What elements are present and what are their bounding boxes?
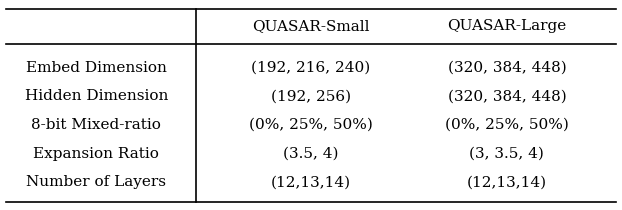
Text: QUASAR-Large: QUASAR-Large — [447, 19, 567, 33]
Text: (12,13,14): (12,13,14) — [271, 176, 351, 189]
Text: (320, 384, 448): (320, 384, 448) — [448, 89, 566, 103]
Text: (0%, 25%, 50%): (0%, 25%, 50%) — [249, 118, 373, 132]
Text: (192, 216, 240): (192, 216, 240) — [251, 61, 371, 75]
Text: (320, 384, 448): (320, 384, 448) — [448, 61, 566, 75]
Text: QUASAR-Small: QUASAR-Small — [253, 19, 369, 33]
Text: Embed Dimension: Embed Dimension — [26, 61, 167, 75]
Text: Expansion Ratio: Expansion Ratio — [34, 147, 159, 161]
Text: (3, 3.5, 4): (3, 3.5, 4) — [470, 147, 544, 161]
Text: (0%, 25%, 50%): (0%, 25%, 50%) — [445, 118, 569, 132]
Text: (3.5, 4): (3.5, 4) — [283, 147, 339, 161]
Text: Number of Layers: Number of Layers — [26, 176, 167, 189]
Text: 8-bit Mixed-ratio: 8-bit Mixed-ratio — [32, 118, 161, 132]
Text: (12,13,14): (12,13,14) — [467, 176, 547, 189]
Text: Hidden Dimension: Hidden Dimension — [25, 89, 168, 103]
Text: (192, 256): (192, 256) — [271, 89, 351, 103]
